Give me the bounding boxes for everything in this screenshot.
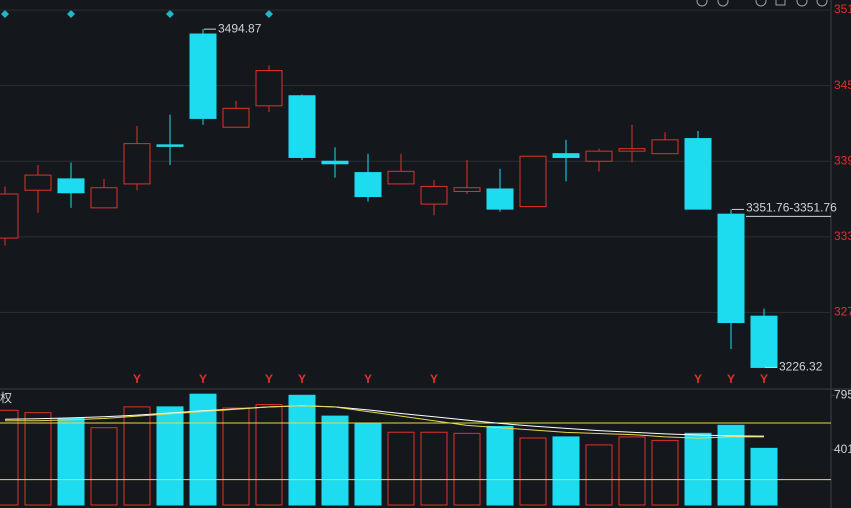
tool-icon[interactable] (775, 0, 786, 6)
y-tick-label: 3270 (834, 305, 851, 319)
candle-body (519, 155, 547, 208)
candle-body (222, 107, 250, 128)
y-tick-label: 3390 (834, 153, 851, 167)
y-tick-label: 3510 (834, 2, 851, 16)
volume-bar (354, 422, 382, 506)
volume-bar (90, 427, 118, 506)
candle-body (123, 143, 151, 185)
markers (1, 10, 273, 18)
candle-body (453, 187, 481, 192)
candle-body (57, 178, 85, 194)
signal-label: Y (133, 372, 141, 386)
signal-label: Y (364, 372, 372, 386)
y-tick-label: 401 (834, 442, 851, 456)
diamond-marker (166, 10, 174, 18)
candle-body (750, 315, 778, 368)
signal-label: Y (265, 372, 273, 386)
diamond-marker (1, 10, 9, 18)
candle-body (420, 185, 448, 205)
candle-body (486, 188, 514, 210)
moving-average (4, 405, 765, 437)
volume-bar (519, 437, 547, 506)
panel-title: 权 (0, 391, 12, 405)
candle-body (321, 160, 349, 165)
volume-bar (222, 407, 250, 506)
diamond-marker (67, 10, 75, 18)
tool-icon[interactable] (796, 0, 808, 7)
volume-bar (387, 431, 415, 506)
volume-bar (750, 447, 778, 506)
volume-bar (420, 431, 448, 506)
tool-icon[interactable] (755, 0, 767, 7)
candle-body (618, 148, 646, 152)
diamond-marker (265, 10, 273, 18)
tool-icon[interactable] (696, 0, 708, 7)
candle-body (255, 70, 283, 107)
y-tick-label: 3330 (834, 229, 851, 243)
volume-bar (618, 436, 646, 506)
y-tick-label: 795 (834, 388, 851, 402)
volume-bar (486, 425, 514, 506)
volume-bar (288, 394, 316, 506)
candle-body (651, 139, 679, 155)
volume-bar (57, 417, 85, 506)
volume-bar (717, 424, 745, 506)
annotation: 3226.32 (779, 360, 823, 374)
signal-label: Y (694, 372, 702, 386)
moving-average (5, 405, 764, 439)
tool-icon[interactable] (816, 0, 828, 7)
volume-bar (453, 432, 481, 506)
tool-icon[interactable] (717, 0, 729, 7)
volume-bar (0, 409, 19, 506)
signal-label: Y (199, 372, 207, 386)
candle-body (684, 138, 712, 210)
candle-body (354, 172, 382, 198)
signal-label: Y (430, 372, 438, 386)
candle-body (24, 174, 52, 191)
volume-bar (585, 444, 613, 506)
volume-bar (24, 412, 52, 506)
toolbar (696, 0, 828, 7)
candle-body (189, 33, 217, 119)
annotation: 3494.87 (218, 21, 262, 35)
candle-body (585, 150, 613, 162)
signal-label: Y (760, 372, 768, 386)
volume-bar (684, 432, 712, 506)
volume-bar (255, 404, 283, 506)
volume-bar (651, 439, 679, 506)
candle-body (156, 144, 184, 147)
y-tick-label: 3450 (834, 78, 851, 92)
volume-bar (123, 406, 151, 506)
candle-body (0, 193, 19, 239)
candle-body (288, 95, 316, 158)
volume-bar (552, 436, 580, 506)
annotation: 3351.76-3351.76 (746, 201, 837, 215)
volume-bar (156, 406, 184, 506)
signal-label: Y (727, 372, 735, 386)
signal-label: Y (298, 372, 306, 386)
candle-body (387, 170, 415, 185)
candle-body (90, 187, 118, 209)
volume-bar (321, 415, 349, 506)
candle-body (717, 213, 745, 323)
candle-body (552, 153, 580, 158)
